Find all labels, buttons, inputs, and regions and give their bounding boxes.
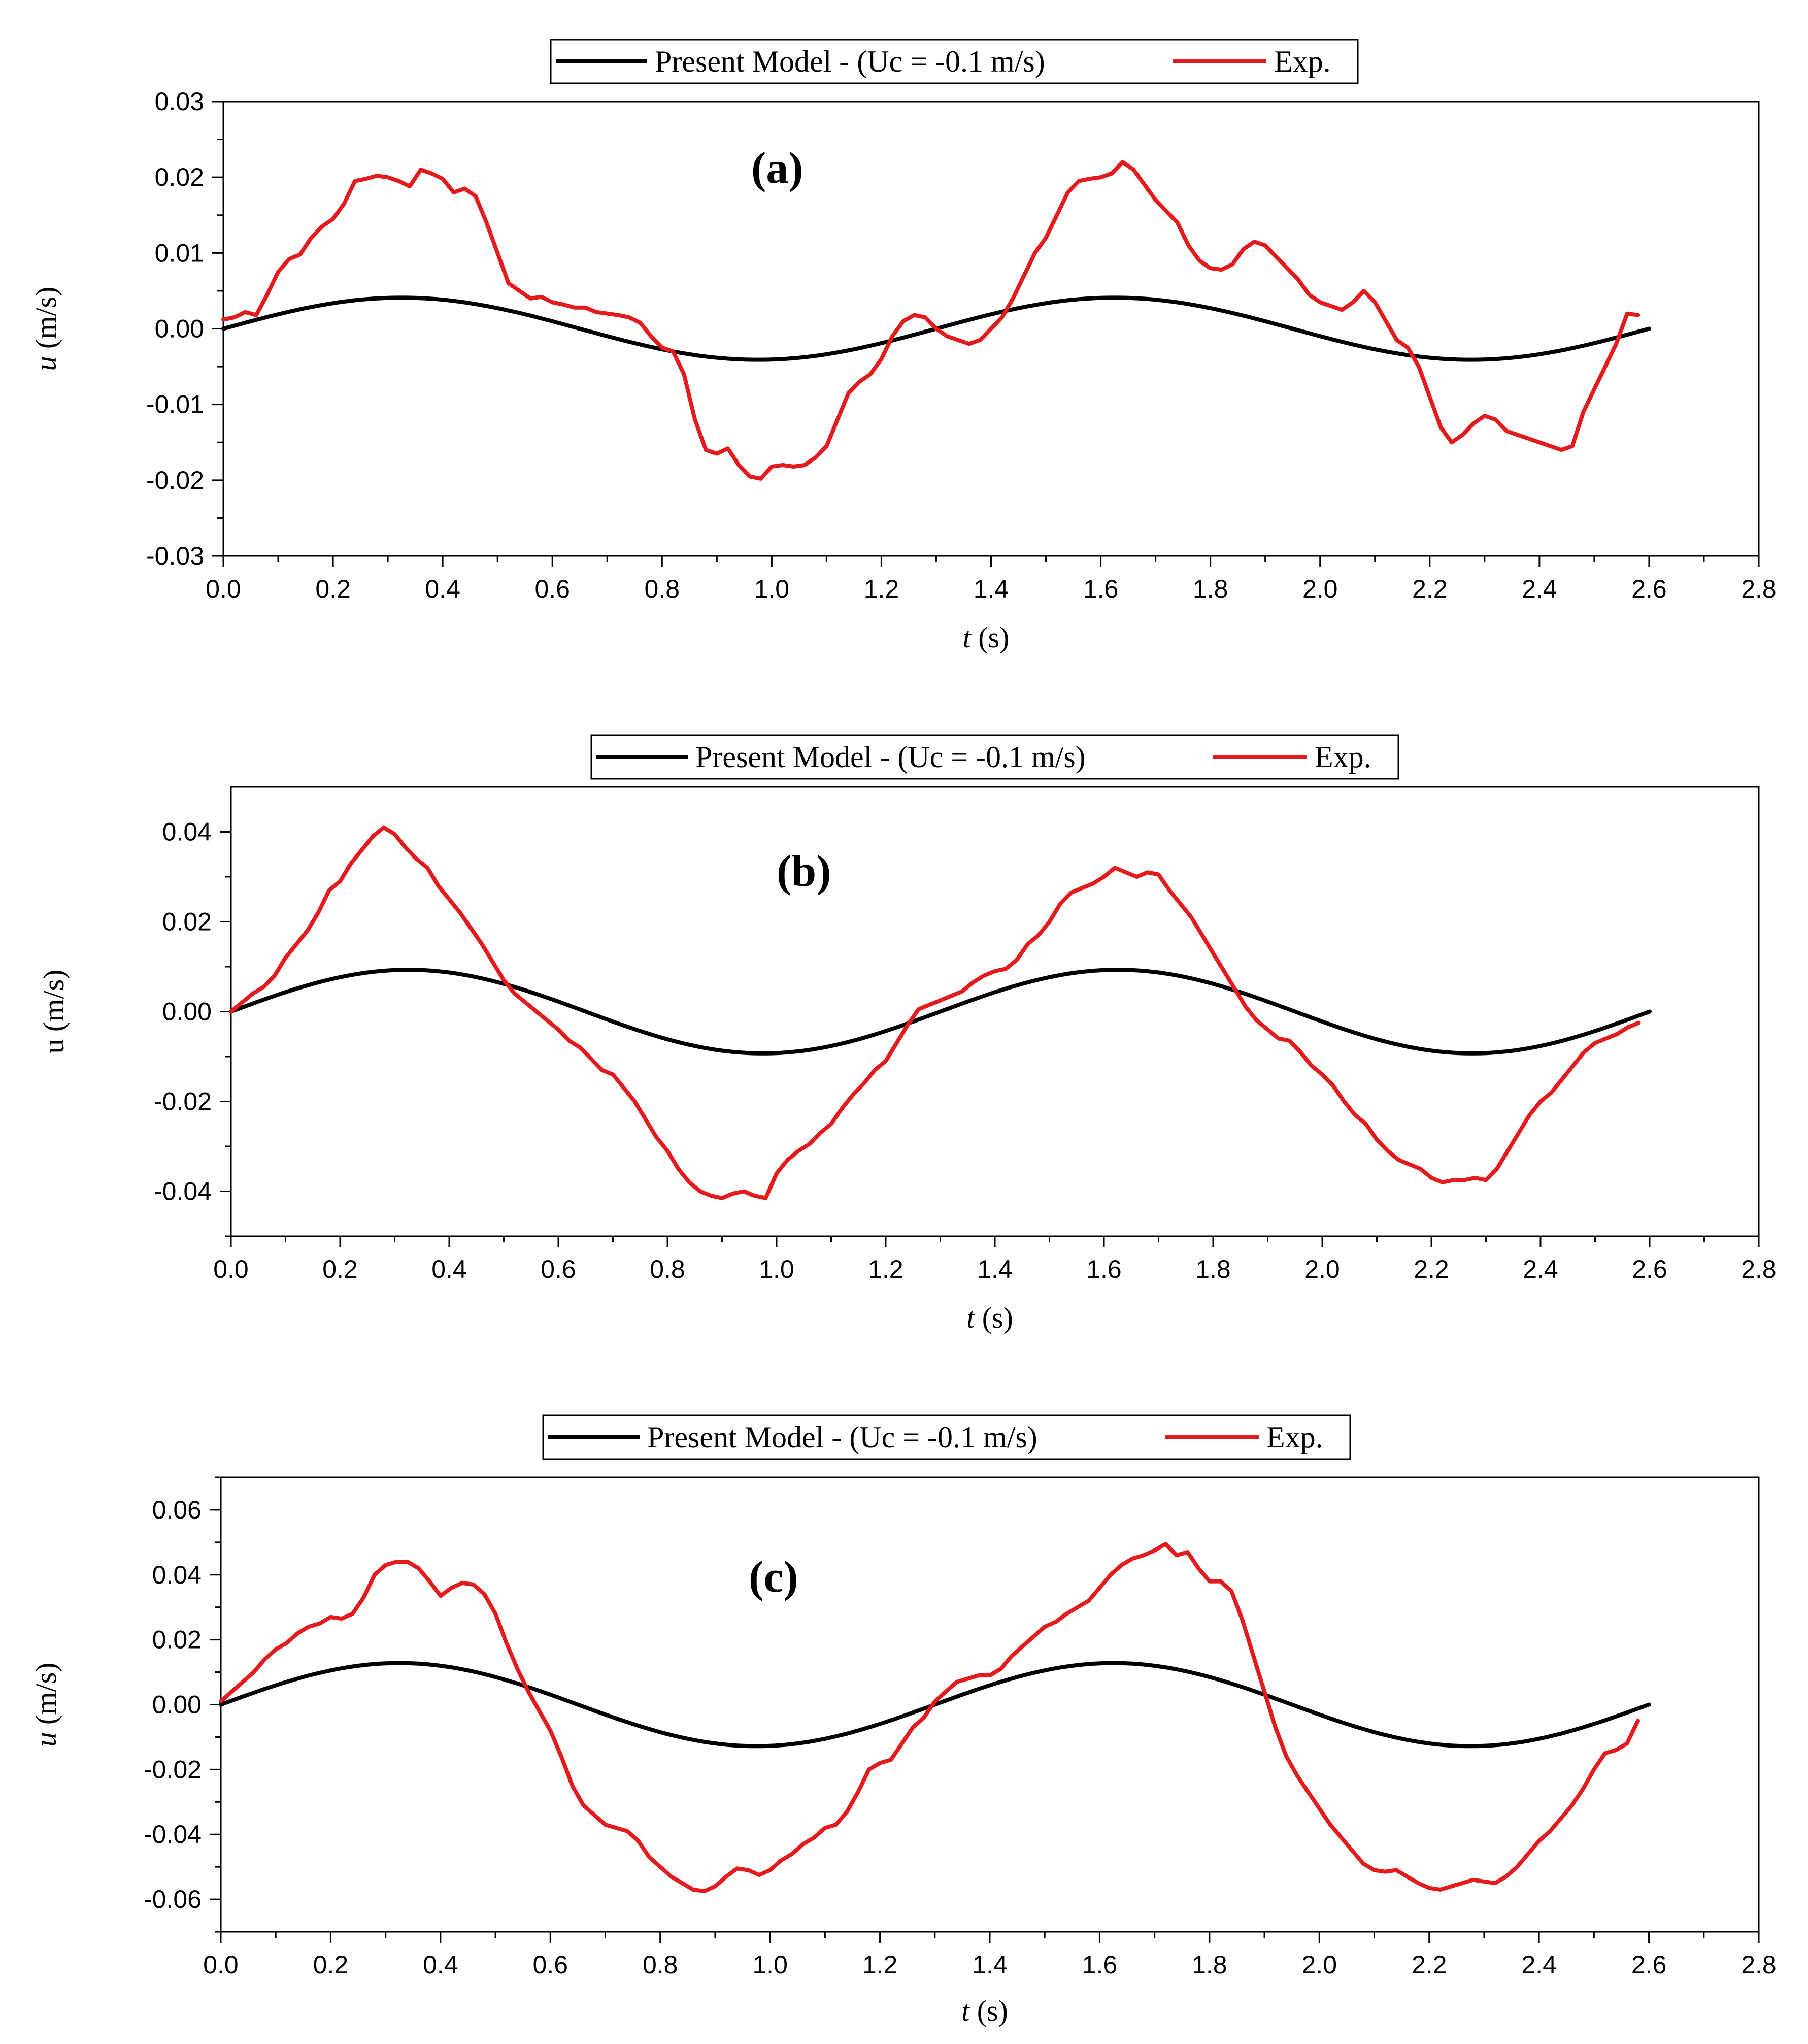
x-tick-label: 2.8: [1741, 1255, 1777, 1283]
legend-model-label: Present Model - (Uc = -0.1 m/s): [647, 1421, 1037, 1454]
x-tick-label: 0.6: [541, 1255, 576, 1283]
x-tick-label: 2.8: [1741, 1951, 1777, 1979]
legend-experiment-label: Exp.: [1266, 1421, 1323, 1454]
legend: Present Model - (Uc = -0.1 m/s) Exp.: [590, 734, 1399, 780]
y-tick-label: -0.02: [154, 1087, 212, 1116]
x-tick-label: 0.8: [650, 1255, 685, 1283]
legend: Present Model - (Uc = -0.1 m/s) Exp.: [550, 39, 1359, 84]
y-tick-label: -0.03: [146, 542, 204, 570]
x-tick-label: 2.2: [1414, 1255, 1449, 1283]
x-tick-label: 1.6: [1083, 575, 1119, 603]
chart-panel-3: 0.0 0.2 0.4 0.6 0.8 1.0 1.2 1.4 1.6 1.8 2.0 2.2 2.4 2…: [29, 1414, 1777, 2027]
x-tick-label: 2.0: [1304, 1255, 1340, 1283]
y-tick-label: -0.04: [144, 1820, 202, 1849]
x-tick-label: 0.0: [203, 1951, 239, 1979]
y-tick-label: 0.01: [155, 239, 204, 267]
experiment-series-line: [229, 825, 1641, 1200]
x-tick-label: 1.4: [974, 575, 1009, 603]
chart-panel-2: 0.0 0.2 0.4 0.6 0.8 1.0 1.2 1.4 1.6 1.8 2.0 2.2 2.4 2…: [37, 734, 1777, 1334]
experiment-series-line: [221, 160, 1640, 481]
y-tick-label: -0.01: [146, 390, 204, 419]
chart-panel-1: 0.0 0.2 0.4 0.6 0.8 1.0 1.2 1.4 1.6 1.8 2.0 2.2 2.4 2…: [29, 39, 1777, 654]
model-series-line: [229, 968, 1652, 1056]
y-tick-label: 0.00: [155, 315, 204, 343]
x-tick-label: 2.8: [1741, 575, 1777, 603]
x-tick-label: 0.0: [206, 575, 241, 603]
x-tick-label: 2.6: [1631, 575, 1667, 603]
x-tick-label: 0.4: [423, 1951, 458, 1979]
x-tick-label: 1.6: [1082, 1951, 1118, 1979]
experiment-series-line: [219, 1542, 1640, 1894]
y-tick-label: 0.00: [162, 998, 212, 1026]
y-tick-label: 0.04: [162, 818, 212, 846]
legend-experiment-label: Exp.: [1315, 740, 1371, 774]
x-tick-label: 2.2: [1412, 1951, 1447, 1979]
x-tick-label: 1.8: [1192, 1951, 1227, 1979]
y-tick-label: 0.02: [162, 908, 212, 936]
legend-model-label: Present Model - (Uc = -0.1 m/s): [695, 740, 1086, 774]
panel-label: (b): [777, 847, 831, 896]
y-tick-label: 0.00: [152, 1691, 202, 1719]
y-tick-label: 0.03: [155, 87, 204, 116]
panel-label: (a): [751, 144, 803, 193]
x-tick-label: 1.2: [862, 1951, 898, 1979]
x-axis-title: t (s): [963, 621, 1010, 654]
x-axis-title: t (s): [961, 1994, 1008, 2027]
legend-model-label: Present Model - (Uc = -0.1 m/s): [655, 45, 1045, 78]
y-tick-label: -0.06: [144, 1885, 202, 1914]
x-tick-label: 1.8: [1193, 575, 1228, 603]
x-tick-label: 0.6: [534, 575, 570, 603]
x-tick-label: 2.4: [1521, 1951, 1557, 1979]
x-tick-label: 0.4: [425, 575, 460, 603]
x-tick-label: 1.2: [868, 1255, 903, 1283]
x-tick-label: 2.4: [1523, 1255, 1558, 1283]
x-tick-label: 2.0: [1302, 575, 1338, 603]
y-tick-label: -0.02: [144, 1755, 202, 1784]
y-axis-title: u (m/s): [29, 1663, 62, 1747]
plot-frame: [230, 786, 1760, 1237]
x-tick-label: 2.4: [1522, 575, 1557, 603]
x-tick-label: 0.8: [643, 1951, 678, 1979]
legend: Present Model - (Uc = -0.1 m/s) Exp.: [542, 1414, 1351, 1460]
y-axis-title: u (m/s): [29, 287, 62, 371]
x-tick-label: 2.6: [1632, 1255, 1667, 1283]
legend-experiment-label: Exp.: [1274, 45, 1331, 78]
x-tick-label: 0.8: [645, 575, 680, 603]
x-tick-label: 0.2: [322, 1255, 358, 1283]
y-tick-label: 0.02: [155, 163, 204, 191]
panel-label: (c): [749, 1553, 798, 1602]
x-tick-label: 1.0: [752, 1951, 788, 1979]
x-tick-label: 1.4: [977, 1255, 1013, 1283]
x-tick-label: 0.4: [431, 1255, 467, 1283]
x-tick-label: 1.2: [864, 575, 899, 603]
y-tick-label: 0.04: [152, 1561, 202, 1589]
x-tick-label: 1.0: [759, 1255, 794, 1283]
x-tick-label: 2.6: [1631, 1951, 1667, 1979]
y-tick-label: 0.06: [152, 1496, 202, 1524]
y-axis-title: u (m/s): [37, 970, 70, 1054]
x-tick-label: 1.6: [1086, 1255, 1122, 1283]
x-tick-label: 0.0: [213, 1255, 249, 1283]
x-tick-label: 2.2: [1412, 575, 1448, 603]
x-tick-label: 1.8: [1195, 1255, 1231, 1283]
x-tick-label: 2.0: [1302, 1951, 1337, 1979]
y-tick-label: -0.04: [154, 1177, 212, 1206]
x-tick-label: 1.0: [754, 575, 790, 603]
x-axis-title: t (s): [966, 1301, 1013, 1334]
x-tick-label: 0.2: [315, 575, 351, 603]
y-tick-label: 0.02: [152, 1626, 202, 1654]
y-tick-label: -0.02: [146, 466, 204, 494]
x-tick-label: 1.4: [972, 1951, 1008, 1979]
plot-frame: [220, 1476, 1760, 1933]
x-tick-label: 0.2: [313, 1951, 349, 1979]
x-tick-label: 0.6: [533, 1951, 568, 1979]
